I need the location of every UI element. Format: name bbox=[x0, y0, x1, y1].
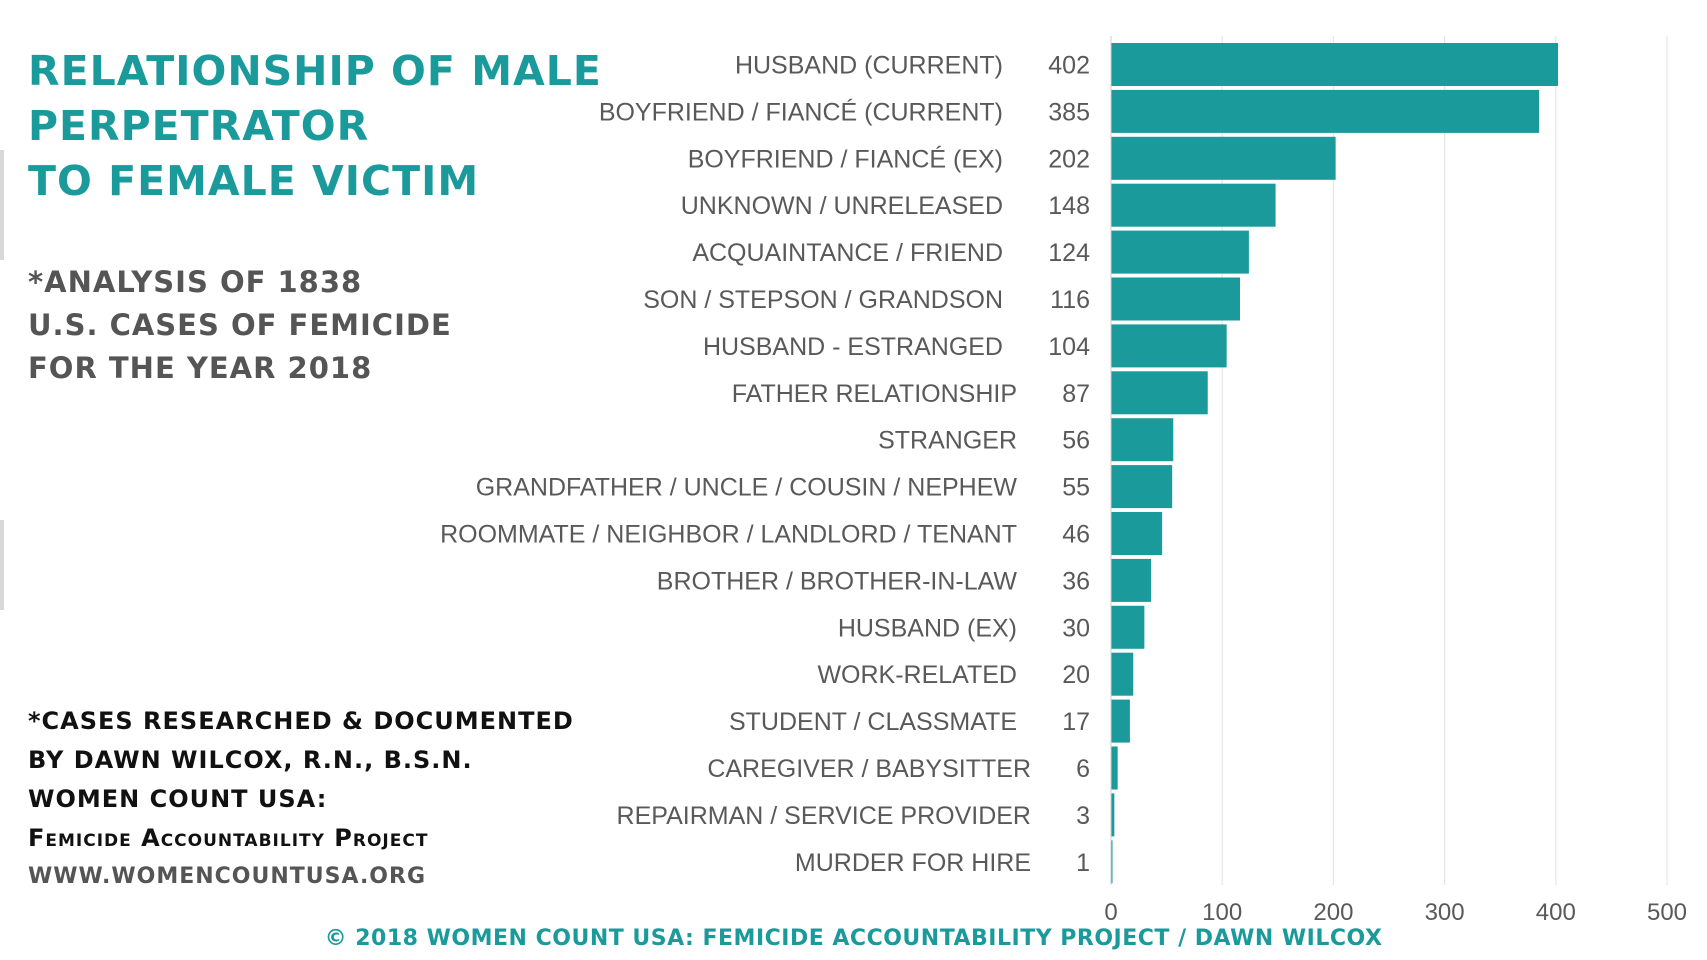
credits-block: *CASES RESEARCHED & DOCUMENTED BY DAWN W… bbox=[28, 702, 588, 896]
title-line-1: RELATIONSHIP OF MALE bbox=[28, 47, 602, 95]
bar bbox=[1111, 89, 1540, 133]
bar bbox=[1111, 746, 1118, 790]
category-label: HUSBAND (CURRENT) bbox=[735, 52, 1003, 80]
category-label: CAREGIVER / BABYSITTER bbox=[707, 755, 1031, 783]
bar bbox=[1111, 652, 1134, 696]
bar bbox=[1111, 371, 1208, 415]
title-line-3: TO FEMALE VICTIM bbox=[28, 157, 480, 205]
x-tick-label: 400 bbox=[1536, 899, 1576, 926]
credits-line-4: Femicide Accountability Project bbox=[28, 824, 429, 852]
title-line-2: PERPETRATOR bbox=[28, 102, 370, 150]
credits-line-1: *CASES RESEARCHED & DOCUMENTED bbox=[28, 707, 574, 735]
left-edge-mark bbox=[0, 520, 4, 610]
left-edge-mark bbox=[0, 150, 4, 260]
bar bbox=[1111, 183, 1276, 227]
bar bbox=[1111, 324, 1227, 368]
x-tick-label: 0 bbox=[1104, 899, 1117, 926]
category-label: BOYFRIEND / FIANCÉ (CURRENT) bbox=[599, 97, 1003, 126]
data-label: 124 bbox=[1048, 239, 1090, 267]
data-label: 46 bbox=[1062, 521, 1090, 549]
category-label: ROOMMATE / NEIGHBOR / LANDLORD / TENANT bbox=[440, 521, 1017, 549]
x-tick-label: 200 bbox=[1313, 899, 1353, 926]
category-label: GRANDFATHER / UNCLE / COUSIN / NEPHEW bbox=[476, 474, 1018, 502]
category-label: HUSBAND (EX) bbox=[838, 614, 1017, 642]
x-tick-label: 100 bbox=[1202, 899, 1242, 926]
bar bbox=[1111, 465, 1173, 509]
analysis-note: *ANALYSIS OF 1838 U.S. CASES OF FEMICIDE… bbox=[28, 261, 548, 390]
bar bbox=[1111, 605, 1145, 649]
category-label: REPAIRMAN / SERVICE PROVIDER bbox=[617, 802, 1031, 830]
x-tick-label: 500 bbox=[1647, 899, 1687, 926]
x-tick-label: 300 bbox=[1425, 899, 1465, 926]
data-label: 36 bbox=[1062, 567, 1090, 595]
data-label: 6 bbox=[1076, 755, 1090, 783]
data-label: 104 bbox=[1048, 333, 1090, 361]
copyright-footer: © 2018 WOMEN COUNT USA: FEMICIDE ACCOUNT… bbox=[324, 926, 1383, 951]
data-label: 116 bbox=[1050, 286, 1090, 314]
website-url: WWW.WOMENCOUNTUSA.ORG bbox=[28, 864, 426, 889]
category-label: STUDENT / CLASSMATE bbox=[729, 708, 1017, 736]
bar bbox=[1111, 699, 1130, 743]
analysis-line-3: FOR THE YEAR 2018 bbox=[28, 351, 373, 385]
data-label: 17 bbox=[1062, 708, 1090, 736]
data-label: 56 bbox=[1062, 427, 1090, 455]
data-label: 1 bbox=[1076, 849, 1090, 877]
bar bbox=[1111, 136, 1336, 180]
bar bbox=[1111, 43, 1559, 86]
credits-line-2: BY DAWN WILCOX, R.N., B.S.N. bbox=[28, 746, 473, 774]
data-label: 148 bbox=[1048, 192, 1090, 220]
bar bbox=[1111, 277, 1240, 321]
category-label: FATHER RELATIONSHIP bbox=[732, 380, 1017, 408]
category-label: HUSBAND - ESTRANGED bbox=[703, 333, 1003, 361]
category-label: SON / STEPSON / GRANDSON bbox=[643, 286, 1003, 314]
chart-title: RELATIONSHIP OF MALE PERPETRATOR TO FEMA… bbox=[28, 44, 602, 209]
bar bbox=[1111, 418, 1174, 462]
category-label: WORK-RELATED bbox=[817, 661, 1017, 689]
data-label: 30 bbox=[1062, 614, 1090, 642]
category-label: BOYFRIEND / FIANCÉ (EX) bbox=[688, 144, 1003, 173]
bar bbox=[1111, 512, 1163, 555]
data-label: 55 bbox=[1062, 474, 1090, 502]
data-label: 402 bbox=[1048, 52, 1090, 80]
credits-line-3: WOMEN COUNT USA: bbox=[28, 785, 328, 813]
analysis-line-1: *ANALYSIS OF 1838 bbox=[28, 265, 363, 299]
category-label: MURDER FOR HIRE bbox=[795, 849, 1031, 877]
data-label: 3 bbox=[1076, 802, 1090, 830]
category-label: UNKNOWN / UNRELEASED bbox=[681, 192, 1003, 220]
category-label: BROTHER / BROTHER-IN-LAW bbox=[657, 567, 1018, 595]
bar bbox=[1111, 230, 1249, 274]
bar bbox=[1111, 840, 1113, 884]
data-label: 385 bbox=[1048, 98, 1090, 126]
analysis-line-2: U.S. CASES OF FEMICIDE bbox=[28, 308, 452, 342]
bar bbox=[1111, 558, 1152, 602]
category-label: ACQUAINTANCE / FRIEND bbox=[692, 239, 1003, 267]
data-label: 202 bbox=[1048, 145, 1090, 173]
data-label: 20 bbox=[1062, 661, 1090, 689]
bar bbox=[1111, 793, 1115, 837]
data-label: 87 bbox=[1062, 380, 1090, 408]
category-label: STRANGER bbox=[878, 427, 1017, 455]
